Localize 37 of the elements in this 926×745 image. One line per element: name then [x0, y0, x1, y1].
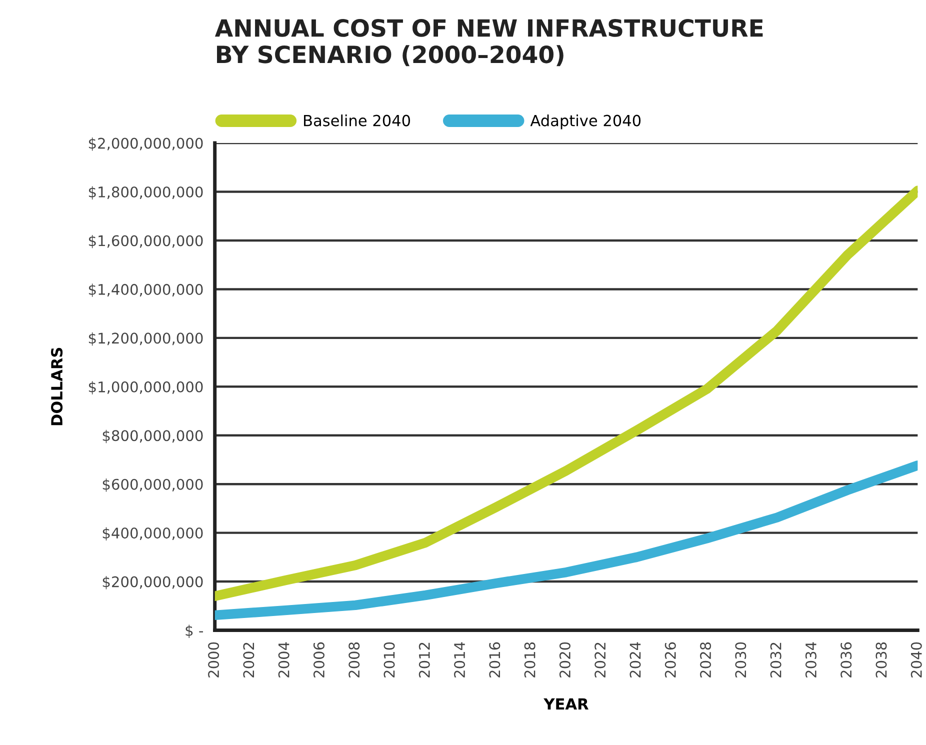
x-tick-label: 2030: [735, 642, 746, 678]
y-tick-label: $2,000,000,000: [88, 138, 203, 151]
x-tick-label: 2004: [278, 642, 290, 678]
x-tick-label: 2040: [910, 642, 922, 678]
x-tick-label: 2028: [700, 642, 712, 678]
y-tick-label: $1,600,000,000: [88, 234, 203, 248]
x-tick-label: 2008: [348, 642, 360, 678]
x-tick-label: 2022: [594, 642, 606, 678]
y-tick-label: $1,800,000,000: [88, 186, 203, 200]
x-tick-label: 2012: [418, 642, 430, 678]
x-tick-label: 2000: [208, 642, 220, 678]
x-tick-label: 2034: [805, 642, 816, 678]
x-tick-label: 2038: [876, 642, 887, 678]
x-tick-label: 2006: [313, 642, 324, 678]
legend-label: Baseline 2040: [304, 114, 410, 126]
x-tick-label: 2036: [840, 642, 852, 678]
x-tick-label: 2010: [384, 642, 395, 678]
x-axis-title: YEAR: [544, 698, 588, 710]
x-tick-label: 2016: [489, 642, 500, 678]
x-tick-label: 2018: [524, 642, 536, 678]
y-tick-label: $ -: [186, 624, 204, 638]
y-tick-label: $800,000,000: [102, 430, 203, 444]
x-tick-label: 2032: [770, 642, 782, 678]
y-tick-label: $600,000,000: [102, 478, 203, 492]
y-axis-title: DOLLARS: [51, 348, 63, 426]
y-tick-label: $200,000,000: [102, 576, 203, 590]
x-tick-label: 2020: [559, 642, 570, 678]
chart-title: ANNUAL COST OF NEW INFRASTRUCTURE BY SCENARIO (2000–2040): [214, 19, 763, 66]
y-tick-label: $1,000,000,000: [88, 381, 203, 394]
x-tick-label: 2014: [454, 642, 466, 678]
x-tick-label: 2024: [630, 642, 641, 678]
x-tick-label: 2002: [243, 642, 254, 678]
legend-label: Adaptive 2040: [530, 114, 641, 130]
y-tick-label: $400,000,000: [102, 527, 203, 541]
x-tick-label: 2026: [664, 642, 676, 678]
y-tick-label: $1,400,000,000: [88, 284, 203, 297]
y-tick-label: $1,200,000,000: [88, 332, 203, 346]
